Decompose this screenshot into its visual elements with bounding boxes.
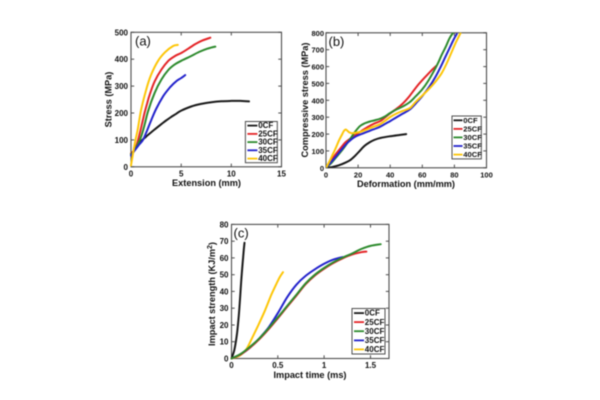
svg-text:60: 60 [418,170,426,179]
svg-text:200: 200 [115,109,129,118]
svg-text:100: 100 [480,170,493,179]
svg-text:0: 0 [320,164,324,173]
svg-text:0CF: 0CF [365,309,380,318]
svg-text:35CF: 35CF [258,146,278,155]
svg-text:500: 500 [115,28,129,37]
svg-text:35CF: 35CF [463,142,482,151]
svg-text:(c): (c) [234,226,249,241]
svg-text:800: 800 [311,29,324,38]
svg-text:10: 10 [220,338,229,347]
svg-text:700: 700 [311,46,324,55]
svg-text:80: 80 [450,170,458,179]
svg-text:25CF: 25CF [258,130,278,139]
svg-text:(b): (b) [329,34,345,49]
svg-text:80: 80 [220,220,229,229]
svg-text:40: 40 [220,287,229,296]
svg-text:5: 5 [179,169,184,178]
svg-text:Stress (MPa): Stress (MPa) [104,72,114,128]
svg-text:Compressive stress (MPa): Compressive stress (MPa) [300,43,310,158]
svg-text:400: 400 [311,96,324,105]
svg-text:30CF: 30CF [365,327,385,336]
svg-text:40CF: 40CF [365,345,385,354]
svg-text:50: 50 [220,271,229,280]
svg-text:0: 0 [324,170,328,179]
svg-text:Impact time (ms): Impact time (ms) [273,370,346,380]
svg-text:500: 500 [311,79,324,88]
svg-text:Impact strength (KJ/m2): Impact strength (KJ/m2) [207,242,217,346]
svg-text:100: 100 [115,136,129,145]
svg-text:200: 200 [311,130,324,139]
svg-text:0CF: 0CF [258,121,273,130]
svg-text:Deformation (mm/mm): Deformation (mm/mm) [357,179,455,189]
svg-text:0.5: 0.5 [272,361,284,370]
svg-text:1: 1 [322,361,327,370]
svg-text:30CF: 30CF [463,133,482,142]
svg-text:0: 0 [124,163,129,172]
svg-text:25CF: 25CF [365,318,385,327]
svg-text:0CF: 0CF [463,116,478,125]
svg-text:100: 100 [311,147,324,156]
svg-text:Extension (mm): Extension (mm) [172,178,241,188]
svg-text:20: 20 [354,170,362,179]
svg-text:40CF: 40CF [463,150,482,159]
svg-text:25CF: 25CF [463,125,482,134]
svg-text:0: 0 [224,355,229,364]
svg-text:300: 300 [115,82,129,91]
svg-text:400: 400 [115,55,129,64]
svg-text:35CF: 35CF [365,336,385,345]
svg-text:60: 60 [220,254,229,263]
svg-text:20: 20 [220,321,229,330]
svg-text:(a): (a) [135,34,151,49]
svg-text:0: 0 [229,361,234,370]
svg-text:600: 600 [311,63,324,72]
svg-text:10: 10 [227,169,236,178]
svg-text:40CF: 40CF [258,154,278,163]
svg-text:40: 40 [386,170,394,179]
svg-text:300: 300 [311,113,324,122]
svg-text:15: 15 [277,169,286,178]
svg-text:1.5: 1.5 [365,361,377,370]
svg-text:0: 0 [129,169,134,178]
svg-text:30CF: 30CF [258,138,278,147]
svg-text:30: 30 [220,304,229,313]
svg-text:70: 70 [220,237,229,246]
